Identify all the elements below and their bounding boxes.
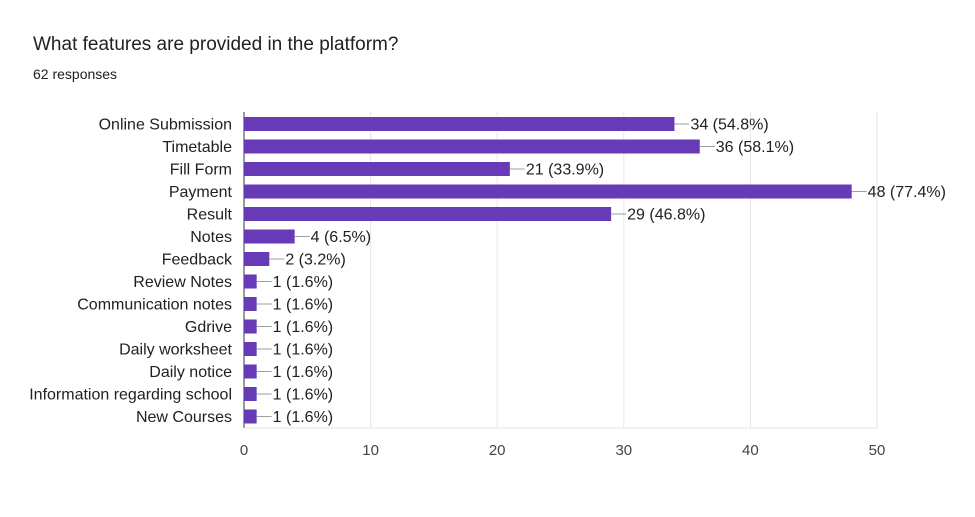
category-label: Information regarding school <box>29 387 232 404</box>
bar <box>244 319 257 334</box>
category-label: Timetable <box>162 139 232 156</box>
data-label: 29 (46.8%) <box>627 207 705 224</box>
category-label: Feedback <box>162 252 233 269</box>
category-label: Daily worksheet <box>119 342 232 359</box>
bar <box>244 139 700 154</box>
bar <box>244 387 257 401</box>
data-label: 48 (77.4%) <box>868 184 946 201</box>
bar <box>244 297 257 311</box>
category-label: Fill Form <box>170 162 232 179</box>
grid-lines <box>243 112 878 429</box>
bar <box>244 229 295 244</box>
data-label: 1 (1.6%) <box>273 364 333 381</box>
data-label: 1 (1.6%) <box>273 409 333 426</box>
bar <box>244 207 612 221</box>
category-label: Notes <box>190 229 232 246</box>
bar <box>244 252 270 266</box>
data-label: 2 (3.2%) <box>285 252 345 269</box>
category-label: Communication notes <box>77 297 232 314</box>
x-tick-label: 10 <box>362 442 379 459</box>
bar <box>244 342 257 356</box>
data-label: 1 (1.6%) <box>273 342 333 359</box>
x-tick-label: 0 <box>240 442 248 459</box>
category-label: Review Notes <box>133 274 232 291</box>
data-label: 36 (58.1%) <box>716 139 794 156</box>
response-count: 62 responses <box>33 66 118 82</box>
bar <box>244 184 852 199</box>
bar <box>244 117 675 131</box>
x-tick-label: 40 <box>742 442 759 459</box>
x-tick-label: 30 <box>615 442 632 459</box>
data-label: 21 (33.9%) <box>526 162 604 179</box>
bar <box>244 162 510 176</box>
category-label: Payment <box>169 184 233 201</box>
bar <box>244 409 257 424</box>
chart-title: What features are provided in the platfo… <box>33 34 399 55</box>
data-label: 1 (1.6%) <box>273 274 333 291</box>
data-label: 34 (54.8%) <box>690 117 768 134</box>
category-label: Result <box>187 207 233 224</box>
bar <box>244 364 257 379</box>
category-label: Online Submission <box>99 117 232 134</box>
x-tick-label: 20 <box>489 442 506 459</box>
data-label: 1 (1.6%) <box>273 387 333 404</box>
data-label: 1 (1.6%) <box>273 319 333 336</box>
bars <box>244 117 852 424</box>
category-label: New Courses <box>136 409 232 426</box>
data-label: 4 (6.5%) <box>311 229 371 246</box>
x-tick-label: 50 <box>869 442 886 459</box>
category-label: Daily notice <box>149 364 232 381</box>
bar <box>244 274 257 289</box>
data-label: 1 (1.6%) <box>273 297 333 314</box>
labels: 0 10 20 30 40 50 Online Submission 34 (54.8%) Ti… <box>29 117 946 460</box>
category-label: Gdrive <box>185 319 232 336</box>
